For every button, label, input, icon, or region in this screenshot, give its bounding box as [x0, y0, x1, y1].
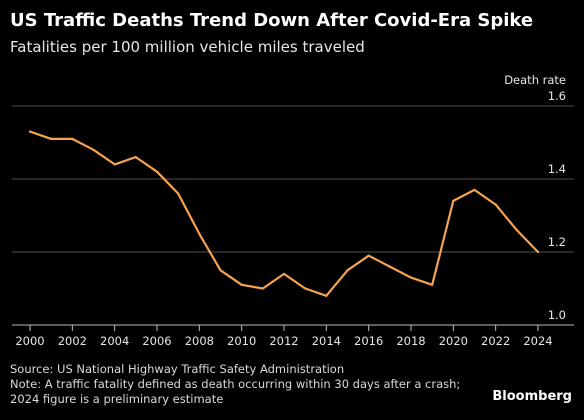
data-point — [134, 156, 137, 159]
data-point — [304, 287, 307, 290]
data-point — [177, 192, 180, 195]
x-tick-label: 2008 — [185, 334, 214, 348]
data-point — [261, 287, 264, 290]
data-point — [515, 229, 518, 232]
y-axis-label: Death rate — [504, 73, 566, 87]
data-point — [494, 203, 497, 206]
data-point — [431, 283, 434, 286]
data-point — [71, 137, 74, 140]
x-tick-label: 2004 — [100, 334, 129, 348]
chart-footer: Source: US National Highway Traffic Safe… — [10, 362, 460, 407]
chart-title: US Traffic Deaths Trend Down After Covid… — [10, 10, 534, 31]
footnote-line-1: Note: A traffic fatality defined as deat… — [10, 377, 461, 391]
data-point — [325, 294, 328, 297]
data-point — [198, 232, 201, 235]
data-point — [452, 199, 455, 202]
data-point — [473, 188, 476, 192]
death-rate-line — [28, 130, 540, 297]
x-tick-label: 2020 — [439, 334, 468, 348]
x-tick-label: 2010 — [227, 334, 256, 348]
x-tick-label: 2024 — [523, 334, 552, 348]
footnote-line-2: 2024 figure is a preliminary estimate — [10, 392, 224, 406]
bloomberg-logo: Bloomberg — [492, 389, 572, 404]
x-tick-label: 2018 — [396, 334, 425, 348]
data-point — [367, 254, 370, 257]
data-point — [346, 269, 349, 272]
x-tick-label: 2016 — [354, 334, 383, 348]
y-tick-label: 1.6 — [548, 89, 566, 103]
data-point — [536, 250, 540, 254]
x-tick-label: 2000 — [15, 334, 44, 348]
data-point — [388, 265, 391, 268]
x-tick-label: 2022 — [481, 334, 510, 348]
data-point — [282, 272, 286, 275]
data-point — [219, 269, 222, 272]
y-tick-label: 1.4 — [548, 162, 566, 176]
data-point — [240, 283, 243, 286]
x-tick-label: 2006 — [142, 334, 171, 348]
data-point — [113, 163, 116, 166]
data-point — [409, 276, 413, 279]
chart-subtitle: Fatalities per 100 million vehicle miles… — [10, 38, 365, 56]
data-point — [28, 130, 32, 133]
data-point — [155, 170, 159, 173]
y-tick-label: 1.0 — [548, 308, 566, 322]
x-tick-label: 2002 — [58, 334, 87, 348]
data-point — [92, 148, 95, 151]
source-note: Source: US National Highway Traffic Safe… — [10, 362, 345, 376]
y-tick-label: 1.2 — [548, 235, 566, 249]
x-tick-label: 2012 — [269, 334, 298, 348]
x-tick-label: 2014 — [312, 334, 341, 348]
data-point — [50, 137, 53, 140]
